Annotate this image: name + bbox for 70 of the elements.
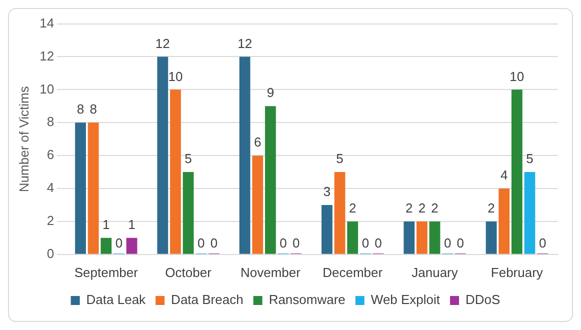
legend-label: DDoS: [466, 292, 501, 308]
bar: [75, 122, 86, 254]
bar: [524, 172, 536, 254]
legend-label: Data Leak: [86, 292, 146, 308]
data-label: 0: [374, 235, 382, 250]
data-label: 0: [292, 235, 300, 250]
data-label: 9: [266, 85, 274, 100]
bar: [239, 56, 250, 254]
y-tick-label: 6: [46, 147, 54, 162]
bar: [404, 221, 415, 254]
legend-label: Ransomware: [268, 292, 346, 308]
bar: [182, 172, 194, 254]
y-tick-label: 2: [46, 213, 54, 228]
bar: [347, 221, 358, 254]
y-tick-label: 12: [40, 48, 54, 64]
data-label: 0: [444, 235, 452, 250]
data-label: 0: [197, 235, 205, 250]
data-label: 2: [348, 200, 356, 216]
data-label: 8: [90, 102, 97, 117]
data-label: 2: [488, 200, 495, 216]
x-tick-label: September: [74, 264, 139, 280]
bar: [429, 221, 440, 254]
data-label: 2: [418, 200, 426, 216]
y-tick-label: 0: [46, 246, 54, 261]
bar: [416, 221, 428, 254]
bar: [486, 221, 497, 254]
x-tick-label: November: [240, 264, 302, 280]
data-label: 0: [362, 235, 370, 250]
data-label: 4: [500, 168, 508, 183]
bar: [100, 238, 112, 254]
bar: [334, 172, 346, 254]
legend-label: Data Breach: [171, 292, 244, 308]
y-tick-label: 10: [40, 81, 54, 96]
x-tick-label: February: [490, 264, 544, 280]
data-label: 5: [336, 151, 344, 166]
x-tick-label: October: [165, 264, 212, 280]
bar: [265, 106, 276, 254]
bar: [511, 90, 522, 254]
data-label: 3: [323, 184, 331, 200]
data-label: 0: [115, 235, 123, 250]
data-label: 0: [210, 235, 218, 250]
y-tick-label: 4: [46, 180, 54, 196]
y-tick-label: 8: [46, 114, 54, 130]
bar: [498, 188, 510, 254]
data-label: 0: [280, 235, 287, 250]
data-label: 1: [128, 217, 136, 232]
bar: [170, 90, 181, 254]
y-axis-title: Number of Victims: [16, 86, 32, 192]
data-label: 0: [538, 235, 546, 250]
data-label: 2: [406, 200, 413, 216]
data-label: 8: [76, 102, 84, 117]
x-tick-label: January: [412, 264, 458, 280]
data-label: 10: [168, 68, 183, 84]
data-label: 0: [456, 235, 464, 250]
bar: [322, 204, 332, 254]
data-label: 5: [184, 151, 192, 166]
data-label: 6: [254, 134, 262, 150]
data-label: 1: [102, 217, 110, 232]
x-tick-label: December: [322, 264, 384, 280]
data-label: 5: [526, 151, 534, 166]
data-label: 10: [510, 68, 524, 84]
legend-label: Web Exploit: [370, 292, 440, 308]
data-label: 12: [155, 36, 170, 51]
bar: [126, 238, 138, 254]
data-label: 2: [431, 200, 438, 216]
bar: [157, 56, 168, 254]
bar: [252, 156, 264, 254]
bar: [88, 122, 99, 254]
data-label: 12: [238, 36, 252, 51]
y-tick-label: 14: [40, 15, 54, 30]
